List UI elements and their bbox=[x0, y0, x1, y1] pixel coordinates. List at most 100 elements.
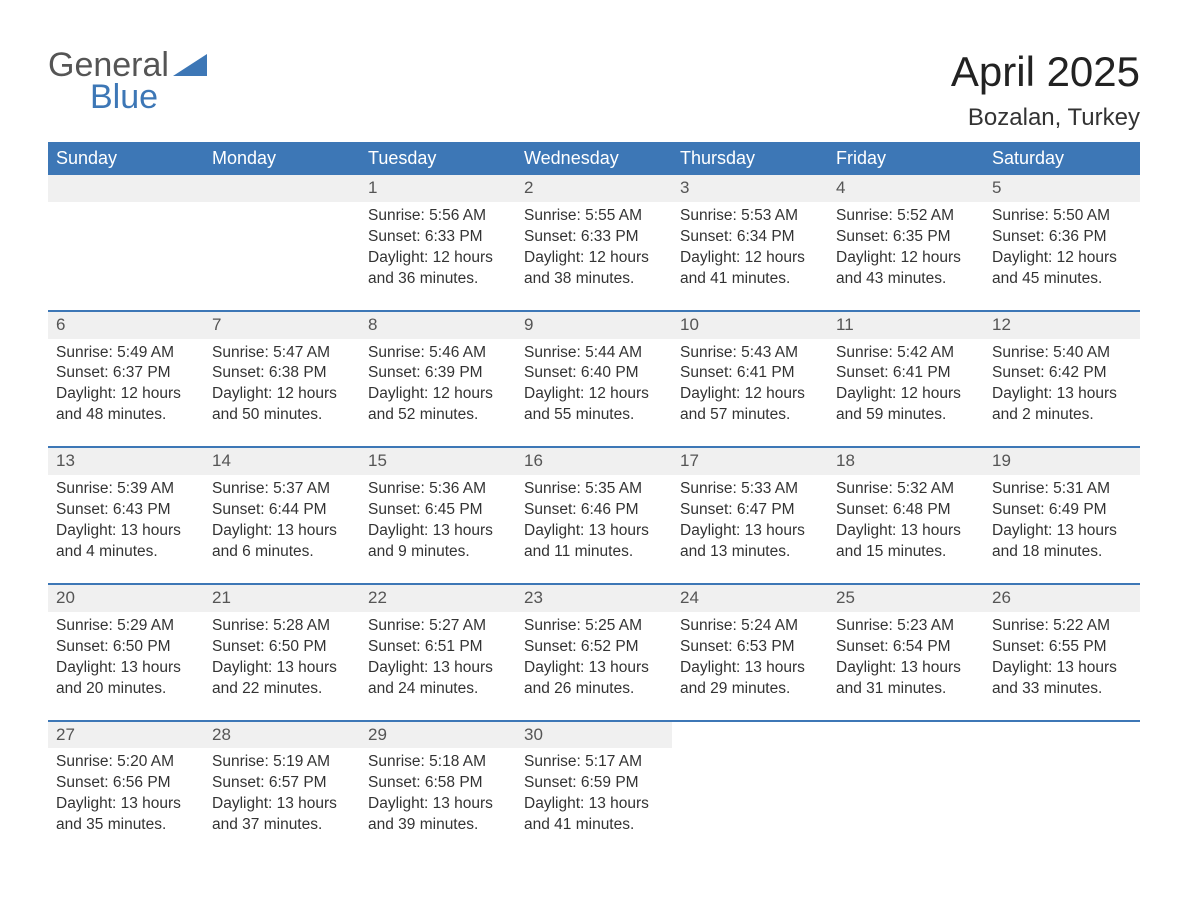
daylight-text: Daylight: 13 hours bbox=[836, 521, 976, 542]
day-number: 6 bbox=[48, 315, 65, 334]
daylight-text: and 36 minutes. bbox=[368, 269, 508, 290]
daylight-text: Daylight: 13 hours bbox=[992, 658, 1132, 679]
sunset-text: Sunset: 6:33 PM bbox=[368, 227, 508, 248]
day-number: 3 bbox=[672, 178, 689, 197]
calendar-day-cell: 20Sunrise: 5:29 AMSunset: 6:50 PMDayligh… bbox=[48, 584, 204, 721]
day-number: 24 bbox=[672, 588, 699, 607]
day-number: 29 bbox=[360, 725, 387, 744]
sunrise-text: Sunrise: 5:37 AM bbox=[212, 479, 352, 500]
daylight-text: Daylight: 12 hours bbox=[368, 248, 508, 269]
daylight-text: Daylight: 12 hours bbox=[680, 248, 820, 269]
sunset-text: Sunset: 6:40 PM bbox=[524, 363, 664, 384]
calendar-day-cell: 17Sunrise: 5:33 AMSunset: 6:47 PMDayligh… bbox=[672, 447, 828, 584]
calendar-day-cell: 23 Sunrise: 5:25 AMSunset: 6:52 PMDayligh… bbox=[516, 584, 672, 721]
sunrise-text: Sunrise: 5:39 AM bbox=[56, 479, 196, 500]
daylight-text: Daylight: 13 hours bbox=[524, 658, 664, 679]
daylight-text: Daylight: 13 hours bbox=[212, 658, 352, 679]
daylight-text: and 48 minutes. bbox=[56, 405, 196, 426]
daylight-text: and 31 minutes. bbox=[836, 679, 976, 700]
day-number-bar: 21 bbox=[204, 585, 360, 612]
day-number-bar: 2 bbox=[516, 175, 672, 202]
sunset-text: Sunset: 6:50 PM bbox=[56, 637, 196, 658]
daylight-text: Daylight: 13 hours bbox=[368, 658, 508, 679]
sunrise-text: Sunrise: 5:25 AM bbox=[524, 616, 664, 637]
day-number: 16 bbox=[516, 451, 543, 470]
calendar-day-cell: 9Sunrise: 5:44 AMSunset: 6:40 PMDaylight… bbox=[516, 311, 672, 448]
sunrise-text: Sunrise: 5:49 AM bbox=[56, 343, 196, 364]
day-number-bar: 14 bbox=[204, 448, 360, 475]
sunrise-text: Sunrise: 5:52 AM bbox=[836, 206, 976, 227]
sunrise-text: Sunrise: 5:32 AM bbox=[836, 479, 976, 500]
calendar-day-cell: 12Sunrise: 5:40 AMSunset: 6:42 PMDayligh… bbox=[984, 311, 1140, 448]
daylight-text: and 2 minutes. bbox=[992, 405, 1132, 426]
daylight-text: and 37 minutes. bbox=[212, 815, 352, 836]
day-number: 22 bbox=[360, 588, 387, 607]
calendar-day-cell bbox=[204, 175, 360, 311]
calendar-table: SundayMondayTuesdayWednesdayThursdayFrid… bbox=[48, 142, 1140, 856]
sunset-text: Sunset: 6:33 PM bbox=[524, 227, 664, 248]
sunset-text: Sunset: 6:43 PM bbox=[56, 500, 196, 521]
daylight-text: and 55 minutes. bbox=[524, 405, 664, 426]
day-number-bar: 23 bbox=[516, 585, 672, 612]
weekday-header-row: SundayMondayTuesdayWednesdayThursdayFrid… bbox=[48, 142, 1140, 175]
calendar-day-cell: 29Sunrise: 5:18 AMSunset: 6:58 PMDayligh… bbox=[360, 721, 516, 857]
day-number: 30 bbox=[516, 725, 543, 744]
calendar-day-cell: 27Sunrise: 5:20 AMSunset: 6:56 PMDayligh… bbox=[48, 721, 204, 857]
sunset-text: Sunset: 6:58 PM bbox=[368, 773, 508, 794]
daylight-text: Daylight: 13 hours bbox=[992, 521, 1132, 542]
day-number: 10 bbox=[672, 315, 699, 334]
day-number: 19 bbox=[984, 451, 1011, 470]
sunset-text: Sunset: 6:52 PM bbox=[524, 637, 664, 658]
daylight-text: and 45 minutes. bbox=[992, 269, 1132, 290]
daylight-text: Daylight: 12 hours bbox=[992, 248, 1132, 269]
daylight-text: Daylight: 13 hours bbox=[56, 658, 196, 679]
sunrise-text: Sunrise: 5:19 AM bbox=[212, 752, 352, 773]
daylight-text: and 6 minutes. bbox=[212, 542, 352, 563]
daylight-text: and 41 minutes. bbox=[680, 269, 820, 290]
sunrise-text: Sunrise: 5:46 AM bbox=[368, 343, 508, 364]
day-number-bar: 30 bbox=[516, 722, 672, 749]
day-number: 15 bbox=[360, 451, 387, 470]
calendar-day-cell bbox=[672, 721, 828, 857]
page-title: April 2025 bbox=[951, 48, 1140, 96]
location-subtitle: Bozalan, Turkey bbox=[951, 104, 1140, 132]
calendar-day-cell: 8Sunrise: 5:46 AMSunset: 6:39 PMDaylight… bbox=[360, 311, 516, 448]
sunset-text: Sunset: 6:57 PM bbox=[212, 773, 352, 794]
daylight-text: and 59 minutes. bbox=[836, 405, 976, 426]
day-number-bar: 8 bbox=[360, 312, 516, 339]
calendar-day-cell: 14Sunrise: 5:37 AMSunset: 6:44 PMDayligh… bbox=[204, 447, 360, 584]
day-number-bar: 5 bbox=[984, 175, 1140, 202]
weekday-header: Monday bbox=[204, 142, 360, 175]
sunrise-text: Sunrise: 5:47 AM bbox=[212, 343, 352, 364]
sunset-text: Sunset: 6:49 PM bbox=[992, 500, 1132, 521]
daylight-text: Daylight: 13 hours bbox=[836, 658, 976, 679]
day-number-bar: 13 bbox=[48, 448, 204, 475]
sunrise-text: Sunrise: 5:43 AM bbox=[680, 343, 820, 364]
day-number: 21 bbox=[204, 588, 231, 607]
day-number: 12 bbox=[984, 315, 1011, 334]
daylight-text: and 35 minutes. bbox=[56, 815, 196, 836]
daylight-text: and 41 minutes. bbox=[524, 815, 664, 836]
sunset-text: Sunset: 6:56 PM bbox=[56, 773, 196, 794]
day-number: 9 bbox=[516, 315, 533, 334]
daylight-text: and 4 minutes. bbox=[56, 542, 196, 563]
sunrise-text: Sunrise: 5:22 AM bbox=[992, 616, 1132, 637]
daylight-text: Daylight: 13 hours bbox=[524, 521, 664, 542]
daylight-text: and 39 minutes. bbox=[368, 815, 508, 836]
daylight-text: Daylight: 13 hours bbox=[56, 794, 196, 815]
daylight-text: and 15 minutes. bbox=[836, 542, 976, 563]
day-number-bar: 28 bbox=[204, 722, 360, 749]
day-number: 4 bbox=[828, 178, 845, 197]
calendar-day-cell: 21Sunrise: 5:28 AMSunset: 6:50 PMDayligh… bbox=[204, 584, 360, 721]
sunrise-text: Sunrise: 5:17 AM bbox=[524, 752, 664, 773]
logo-text-2: Blue bbox=[48, 80, 207, 114]
daylight-text: Daylight: 13 hours bbox=[680, 521, 820, 542]
day-number-bar: 11 bbox=[828, 312, 984, 339]
daylight-text: and 11 minutes. bbox=[524, 542, 664, 563]
weekday-header: Tuesday bbox=[360, 142, 516, 175]
sunset-text: Sunset: 6:36 PM bbox=[992, 227, 1132, 248]
day-number-bar: 12 bbox=[984, 312, 1140, 339]
header: General Blue April 2025 Bozalan, Turkey bbox=[48, 48, 1140, 132]
sunset-text: Sunset: 6:35 PM bbox=[836, 227, 976, 248]
calendar-day-cell: 1Sunrise: 5:56 AMSunset: 6:33 PMDaylight… bbox=[360, 175, 516, 311]
